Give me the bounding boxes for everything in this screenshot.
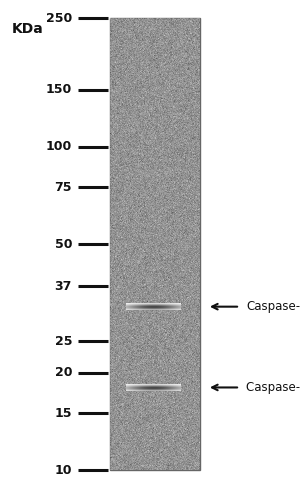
Text: 10: 10 (55, 464, 72, 476)
Text: Caspase-6: Caspase-6 (246, 300, 300, 313)
Text: 20: 20 (55, 366, 72, 379)
Text: 25: 25 (55, 335, 72, 348)
Text: 15: 15 (55, 407, 72, 420)
Text: 150: 150 (46, 83, 72, 96)
Text: 50: 50 (55, 238, 72, 250)
Bar (110, 18, 200, 470)
Text: 37: 37 (55, 280, 72, 293)
Text: 75: 75 (55, 181, 72, 194)
Text: Caspase-6  p18: Caspase-6 p18 (246, 381, 300, 394)
Text: KDa: KDa (12, 22, 44, 36)
Text: 100: 100 (46, 140, 72, 153)
Text: 250: 250 (46, 12, 72, 24)
